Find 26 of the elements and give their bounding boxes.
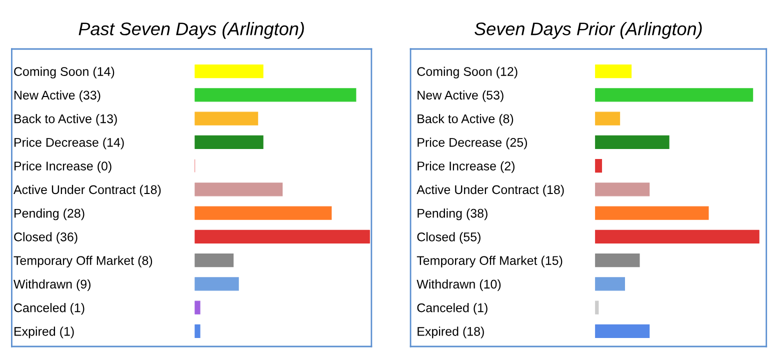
y-tick-label: Canceled (1) bbox=[417, 303, 488, 315]
y-tick-label: Canceled (1) bbox=[14, 303, 84, 315]
y-tick-label: Closed (55) bbox=[417, 232, 480, 244]
y-tick-label: Withdrawn (9) bbox=[14, 279, 90, 292]
y-tick-label: Expired (18) bbox=[418, 326, 484, 338]
y-tick-label: Coming Soon (14) bbox=[14, 66, 114, 78]
y-tick-label: New Active (53) bbox=[418, 90, 504, 102]
y-tick-label: Pending (28) bbox=[14, 208, 84, 220]
y-tick-label: Closed (36) bbox=[14, 232, 78, 244]
y-tick-label: Price Decrease (14) bbox=[14, 138, 124, 150]
y-tick-label: Coming Soon (12) bbox=[417, 66, 518, 78]
y-tick-label: Expired (1) bbox=[14, 326, 74, 338]
y-tick-label: New Active (33) bbox=[14, 90, 100, 102]
y-tick-label: Withdrawn (10) bbox=[416, 279, 501, 292]
y-tick-label: Price Decrease (25) bbox=[418, 138, 528, 150]
chart-title: Seven Days Prior (Arlington) bbox=[474, 22, 702, 39]
y-tick-label: Temporary Off Market (15) bbox=[416, 256, 562, 268]
y-tick-label: Price Increase (2) bbox=[418, 161, 514, 173]
y-tick-label: Pending (38) bbox=[418, 208, 488, 220]
y-tick-label: Temporary Off Market (8) bbox=[14, 256, 152, 268]
y-tick-label: Active Under Contract (18) bbox=[13, 184, 161, 197]
y-tick-label: Price Increase (0) bbox=[14, 161, 112, 173]
y-tick-label: Back to Active (8) bbox=[418, 114, 514, 126]
y-tick-label: Back to Active (13) bbox=[14, 114, 117, 126]
y-tick-label: Active Under Contract (18) bbox=[416, 184, 564, 197]
chart-title: Past Seven Days (Arlington) bbox=[78, 22, 304, 39]
